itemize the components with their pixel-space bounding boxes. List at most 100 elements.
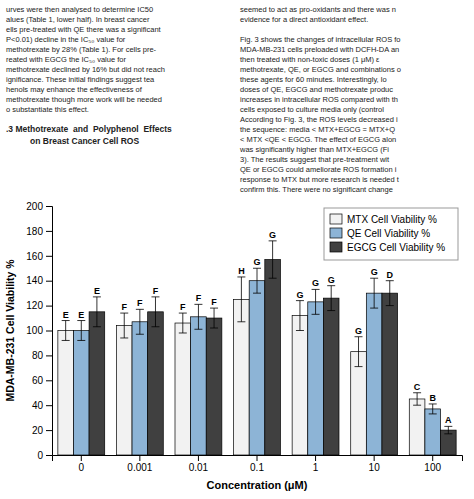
tick-mark — [81, 455, 82, 461]
tick-mark — [46, 455, 52, 456]
tick-label: 40 — [32, 400, 44, 411]
annotation-line: According to Fig. 3, the ROS levels decr… — [240, 115, 398, 124]
tick: 120 — [26, 300, 52, 311]
legend-label: EGCG Cell Viability % — [347, 242, 445, 253]
bar-letter: E — [78, 310, 84, 320]
tick-label: 10 — [369, 462, 381, 473]
tick-label: 180 — [26, 226, 43, 237]
annotation-line: urves were then analysed to determine IC… — [6, 5, 153, 14]
annotation-line: was significantly higher than MTX+EGCG (… — [239, 145, 389, 154]
bar — [73, 331, 89, 456]
error-bar — [355, 337, 363, 367]
error-bar — [370, 278, 378, 308]
tick: 180 — [26, 226, 52, 237]
error-bar — [296, 301, 304, 331]
annotation-line: the sequence: media < MTX+EGCG = MTX+Q — [240, 125, 395, 134]
axis-line — [53, 456, 463, 462]
marks — [58, 241, 456, 455]
tick-label: 20 — [32, 425, 44, 436]
axis-line — [46, 207, 53, 456]
annotation-line: P<0.01) decline in the IC₅₀ value for — [6, 35, 126, 44]
tick-label: 0.1 — [250, 462, 264, 473]
bar-letter: F — [196, 293, 202, 303]
bar — [323, 298, 339, 455]
tick: 0.001 — [127, 455, 152, 473]
annotation-line: alues (Table 1, lower half). In breast c… — [6, 15, 150, 24]
bar — [425, 409, 441, 455]
tick-mark — [46, 306, 52, 307]
bar-letter: G — [328, 275, 335, 285]
error-bar — [179, 313, 187, 333]
annotation-line: Fig. 3 shows the changes of intracellula… — [240, 35, 401, 44]
series — [73, 268, 440, 455]
tick-label: 100 — [26, 325, 43, 336]
annotation-line: cells exposed to culture media only (con… — [240, 105, 384, 114]
bar — [175, 323, 191, 455]
text-block: .3 Methotrexate and Polyphenol Effects on… — [6, 124, 172, 146]
tick-label: 160 — [26, 251, 43, 262]
error-bar — [77, 321, 85, 341]
text-block: urves were then analysed to determine IC… — [6, 5, 165, 114]
annotation-line: response to MTX but more research is nee… — [240, 175, 400, 184]
y-axis: 020406080100120140160180200 — [26, 201, 52, 461]
annotation-line: .3 Methotrexate and Polyphenol Effects — [6, 124, 172, 134]
annotation-line: 3). The results suggest that pre-treatme… — [240, 155, 390, 164]
tick-mark — [432, 455, 433, 461]
tick: 0.1 — [250, 455, 264, 473]
legend-label: QE Cell Viability % — [347, 228, 430, 239]
annotation-line: on Breast Cancer Cell ROS — [30, 136, 139, 146]
annotation-line: confirm this. There were no significant … — [240, 185, 393, 194]
bar-letter: D — [387, 270, 394, 280]
error-bar — [327, 286, 335, 311]
error-bar — [253, 268, 261, 293]
bar — [265, 260, 281, 455]
tick-mark — [46, 281, 52, 282]
annotation-line: methotrexate though more work will be ne… — [6, 95, 162, 104]
legend-item: QE Cell Viability % — [330, 228, 430, 239]
bar — [292, 316, 308, 455]
legend-frame — [324, 208, 458, 260]
annotation-line: ells pre-treated with QE there was a sig… — [6, 25, 162, 34]
error-bar — [210, 308, 218, 328]
error-bar — [93, 297, 101, 327]
tick: 20 — [32, 425, 52, 436]
tick-label: 0 — [37, 450, 43, 461]
series — [89, 241, 456, 455]
tick-label: 1 — [313, 462, 319, 473]
error-bar — [194, 304, 202, 329]
tick-mark — [46, 331, 52, 332]
tick: 0 — [37, 450, 52, 461]
bar-letter: F — [180, 302, 186, 312]
bar — [409, 399, 425, 455]
tick: 60 — [32, 375, 52, 386]
tick-mark — [198, 455, 199, 461]
tick-mark — [315, 455, 316, 461]
annotation-line: methotrexate by 28% (Table 1). For cells… — [6, 45, 157, 54]
annotation-line: methotrexate declined by 16% but did not… — [6, 65, 165, 74]
annotation-line: < MTX <QE < EGCG. The effect of EGCG alo… — [240, 135, 396, 144]
bar — [191, 317, 207, 455]
text-block: seemed to act as pro-oxidants and there … — [240, 5, 396, 24]
tick-label: 100 — [424, 462, 441, 473]
bar-letter: F — [137, 298, 143, 308]
annotation-line: henols may enhance the effectiveness of — [6, 85, 143, 94]
plot: EFFHGGCEFFGGGBEFFGGDA0204060801001201401… — [4, 201, 463, 491]
series — [58, 277, 425, 455]
tick-label: 0.01 — [189, 462, 209, 473]
bar — [132, 322, 148, 455]
tick-mark — [46, 355, 52, 356]
legend-swatch — [330, 242, 342, 252]
y-axis-title: MDA-MB-231 Cell Viability % — [4, 259, 16, 402]
annotation-line: these agents for 60 minutes. Interesting… — [240, 75, 387, 84]
tick: 80 — [32, 350, 52, 361]
error-bar — [62, 321, 70, 341]
bar-letter: B — [429, 393, 436, 403]
annotation-line: o substantiate this effect. — [6, 105, 89, 114]
error-bar — [269, 241, 277, 278]
text-block: Fig. 3 shows the changes of intracellula… — [239, 35, 401, 194]
annotation-line: doses of QE, EGCG and methotrexate produ… — [240, 85, 393, 94]
annotation-line: increases in intracellular ROS compared … — [240, 95, 398, 104]
error-bar — [312, 289, 320, 314]
bar — [148, 312, 164, 455]
annotation-line: reated with EGCG the IC₅₀ value for — [6, 55, 126, 64]
